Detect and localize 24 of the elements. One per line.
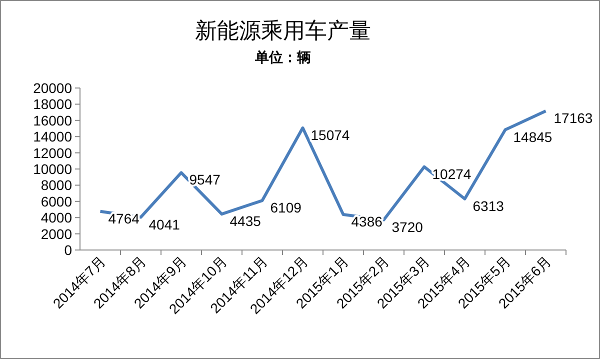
y-tick-label: 8000 [40,177,72,194]
data-label: 4386 [351,213,383,230]
chart-subtitle: 单位：辆 [254,50,311,66]
y-tick-label: 14000 [33,128,72,145]
y-tick-label: 2000 [40,226,72,242]
y-tick-label: 12000 [33,144,72,161]
data-label: 3720 [392,218,424,235]
data-label: 17163 [554,110,593,126]
data-label: 6313 [472,198,504,214]
data-label: 4435 [230,213,262,230]
y-tick-label: 18000 [33,96,72,112]
data-label: 10274 [432,166,472,182]
y-tick-label: 6000 [40,193,72,210]
y-tick-label: 20000 [33,80,72,96]
data-label: 15074 [310,126,350,143]
y-tick-label: 0 [64,242,72,258]
data-label: 14845 [513,128,552,145]
y-tick-label: 16000 [33,112,72,128]
data-label: 4041 [148,216,180,232]
y-tick-label: 4000 [40,210,72,226]
chart-title: 新能源乘用车产量 [195,18,371,43]
data-label: 6109 [270,200,302,216]
y-tick-label: 10000 [33,161,72,177]
data-label: 9547 [189,172,221,188]
